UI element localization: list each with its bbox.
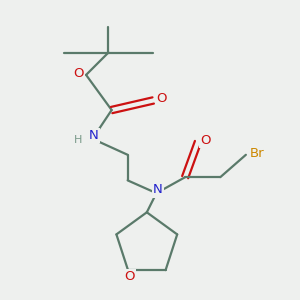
- Text: N: N: [153, 183, 163, 196]
- Text: O: O: [156, 92, 166, 105]
- Text: O: O: [201, 134, 211, 147]
- Text: N: N: [89, 129, 99, 142]
- Text: O: O: [73, 67, 83, 80]
- Text: O: O: [124, 270, 135, 283]
- Text: H: H: [74, 135, 82, 146]
- Text: Br: Br: [250, 147, 264, 160]
